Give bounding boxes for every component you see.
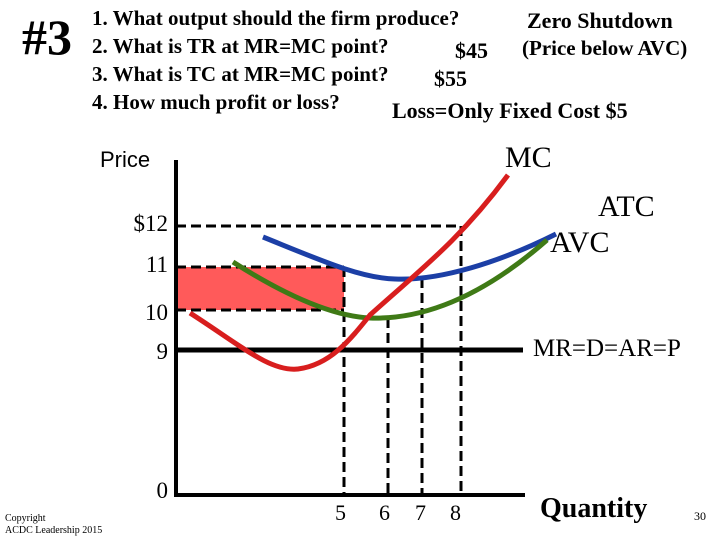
loss-area — [176, 267, 344, 310]
y-axis-label: Price — [100, 147, 151, 172]
mc-curve-label: MC — [505, 141, 552, 174]
atc-curve — [262, 231, 558, 282]
mr-line-label: MR=D=AR=P — [533, 335, 681, 362]
answer-3: $55 — [434, 66, 467, 91]
atc-curve-label: ATC — [598, 190, 655, 223]
question-3: 3. What is TC at MR=MC point? — [92, 62, 389, 86]
x-tick-8: 8 — [450, 500, 461, 525]
question-2: 2. What is TR at MR=MC point? — [92, 34, 389, 58]
x-tick-7: 7 — [415, 500, 426, 525]
question-4: 4. How much profit or loss? — [92, 90, 340, 114]
y-tick-9: 9 — [156, 339, 169, 364]
x-tick-5: 5 — [335, 500, 346, 525]
mc-curve — [188, 173, 511, 372]
y-tick-12: $12 — [133, 211, 169, 236]
copyright-notice: Copyright ACDC Leadership 2015 — [5, 513, 102, 537]
avc-curve-label: AVC — [550, 226, 610, 259]
answer-4: Loss=Only Fixed Cost $5 — [392, 98, 628, 123]
answer-2: $45 — [455, 38, 488, 63]
answer-1-note: (Price below AVC) — [522, 36, 688, 60]
x-tick-6: 6 — [379, 500, 390, 525]
y-tick-11: 11 — [145, 252, 168, 277]
x-axis-label: Quantity — [540, 493, 648, 524]
copyright-line-1: Copyright — [5, 513, 46, 524]
page-number: 30 — [694, 509, 706, 523]
answer-1: Zero Shutdown — [527, 8, 673, 33]
slide-number: #3 — [22, 9, 72, 65]
question-1: 1. What output should the firm produce? — [92, 6, 460, 30]
copyright-line-2: ACDC Leadership 2015 — [5, 525, 103, 536]
y-tick-10: 10 — [145, 300, 168, 325]
y-tick-0: 0 — [156, 478, 169, 503]
